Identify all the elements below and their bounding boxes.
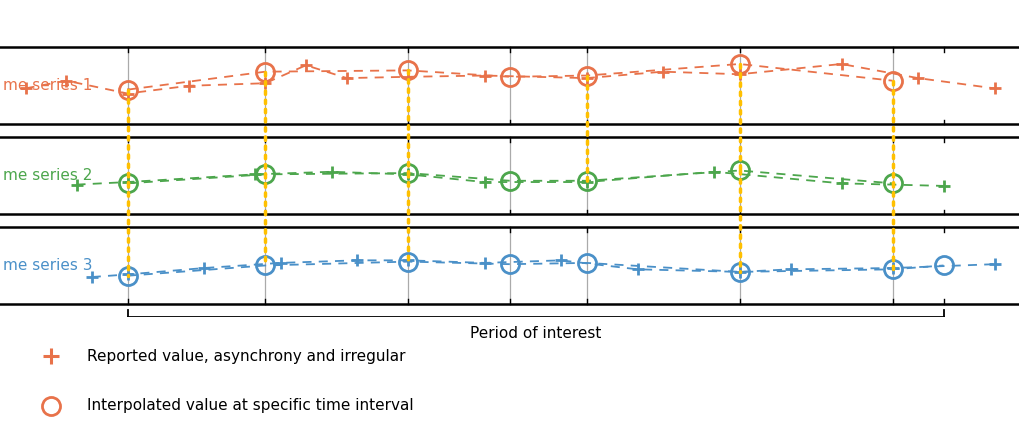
Text: me series 1: me series 1 <box>3 78 92 93</box>
Text: me series 3: me series 3 <box>3 258 92 273</box>
Text: Period of interest: Period of interest <box>470 326 600 341</box>
Text: Interpolated value at specific time interval: Interpolated value at specific time inte… <box>87 398 413 413</box>
Text: me series 2: me series 2 <box>3 168 92 183</box>
Text: Reported value, asynchrony and irregular: Reported value, asynchrony and irregular <box>87 349 405 364</box>
